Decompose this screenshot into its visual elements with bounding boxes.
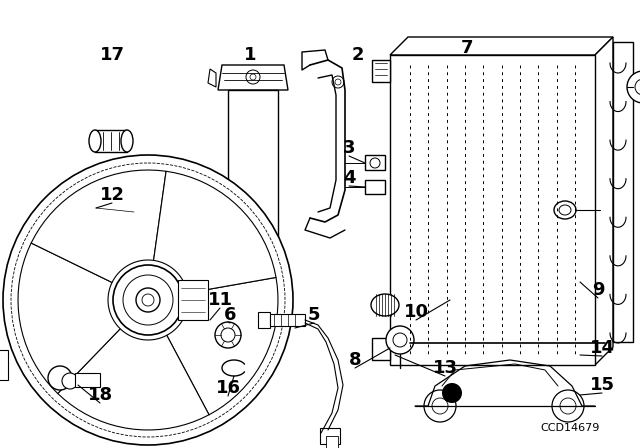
Text: 13: 13 bbox=[433, 359, 458, 377]
Text: 14: 14 bbox=[589, 339, 614, 357]
Circle shape bbox=[11, 163, 285, 437]
Circle shape bbox=[424, 390, 456, 422]
Text: 9: 9 bbox=[592, 281, 604, 299]
Circle shape bbox=[62, 373, 78, 389]
Text: 5: 5 bbox=[308, 306, 320, 324]
Bar bbox=[270, 314, 305, 326]
Ellipse shape bbox=[228, 246, 278, 258]
Polygon shape bbox=[154, 171, 276, 293]
Circle shape bbox=[48, 366, 72, 390]
Text: 11: 11 bbox=[207, 291, 232, 309]
Circle shape bbox=[3, 155, 293, 445]
Circle shape bbox=[123, 275, 173, 325]
Ellipse shape bbox=[559, 205, 571, 215]
Polygon shape bbox=[167, 277, 278, 415]
Bar bbox=[75, 373, 100, 387]
Bar bbox=[365, 180, 385, 194]
Polygon shape bbox=[208, 69, 216, 87]
Ellipse shape bbox=[89, 130, 101, 152]
Bar bbox=[372, 60, 390, 82]
Bar bbox=[88, 202, 96, 214]
Circle shape bbox=[432, 398, 448, 414]
Polygon shape bbox=[58, 329, 209, 430]
Polygon shape bbox=[218, 65, 288, 90]
Circle shape bbox=[246, 70, 260, 84]
Text: 7: 7 bbox=[461, 39, 473, 57]
Text: 4: 4 bbox=[343, 169, 355, 187]
Circle shape bbox=[332, 76, 344, 88]
Text: 3: 3 bbox=[343, 139, 355, 157]
Bar bbox=[228, 90, 278, 260]
Bar bbox=[178, 280, 208, 320]
Polygon shape bbox=[390, 37, 613, 55]
Text: 16: 16 bbox=[216, 379, 241, 397]
Bar bbox=[0, 350, 8, 380]
Circle shape bbox=[335, 79, 341, 85]
Polygon shape bbox=[95, 130, 127, 152]
Text: 10: 10 bbox=[403, 303, 429, 321]
Ellipse shape bbox=[371, 294, 399, 316]
Circle shape bbox=[560, 398, 576, 414]
Ellipse shape bbox=[554, 201, 576, 219]
Circle shape bbox=[370, 158, 380, 168]
Bar bbox=[613, 42, 633, 342]
Circle shape bbox=[215, 322, 241, 348]
Bar bbox=[372, 338, 390, 360]
Text: 8: 8 bbox=[349, 351, 362, 369]
Polygon shape bbox=[18, 243, 120, 393]
Text: 6: 6 bbox=[224, 306, 236, 324]
Bar bbox=[365, 155, 385, 170]
Ellipse shape bbox=[121, 130, 133, 152]
Text: 15: 15 bbox=[589, 376, 614, 394]
Circle shape bbox=[113, 265, 183, 335]
Text: 12: 12 bbox=[99, 186, 125, 204]
Text: CCD14679: CCD14679 bbox=[541, 423, 600, 433]
Bar bbox=[258, 312, 270, 328]
Ellipse shape bbox=[228, 250, 278, 270]
Text: 18: 18 bbox=[88, 386, 113, 404]
Polygon shape bbox=[96, 198, 134, 222]
Text: 2: 2 bbox=[352, 46, 364, 64]
Bar bbox=[326, 436, 338, 448]
Text: 17: 17 bbox=[99, 46, 125, 64]
Circle shape bbox=[635, 79, 640, 95]
Circle shape bbox=[393, 333, 407, 347]
Circle shape bbox=[386, 326, 414, 354]
Polygon shape bbox=[31, 170, 166, 283]
Polygon shape bbox=[595, 37, 613, 365]
Circle shape bbox=[136, 288, 160, 312]
Circle shape bbox=[627, 71, 640, 103]
Text: 1: 1 bbox=[244, 46, 256, 64]
Circle shape bbox=[442, 383, 462, 403]
Bar bbox=[320, 428, 340, 444]
Circle shape bbox=[250, 74, 256, 80]
Circle shape bbox=[552, 390, 584, 422]
Circle shape bbox=[142, 294, 154, 306]
Bar bbox=[390, 55, 595, 365]
Circle shape bbox=[221, 328, 235, 342]
